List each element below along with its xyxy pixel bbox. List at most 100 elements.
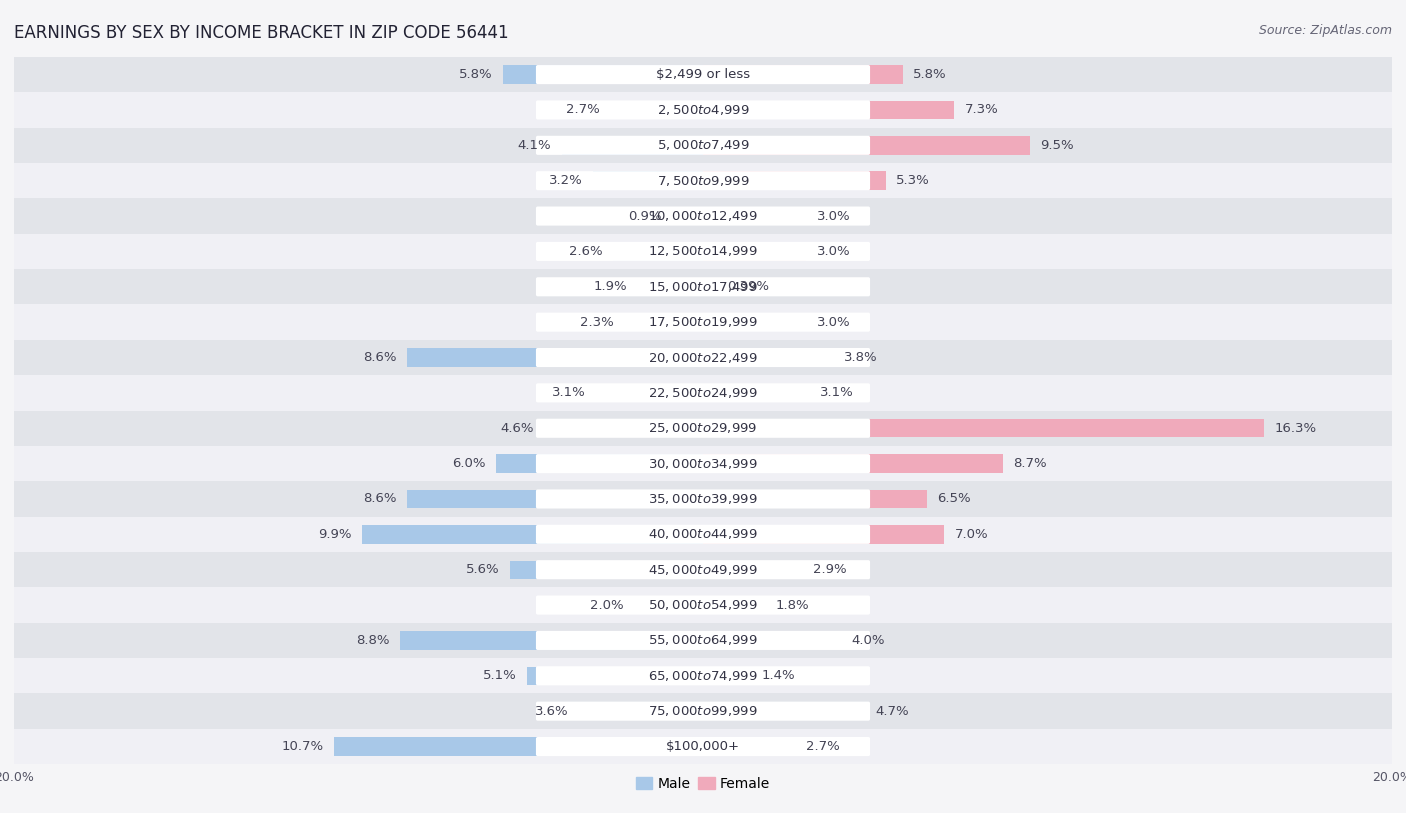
Text: 1.4%: 1.4%: [762, 669, 796, 682]
Text: $12,500 to $14,999: $12,500 to $14,999: [648, 245, 758, 259]
Text: $2,500 to $4,999: $2,500 to $4,999: [657, 103, 749, 117]
Bar: [703, 207, 807, 225]
Legend: Male, Female: Male, Female: [630, 771, 776, 796]
Text: 4.0%: 4.0%: [851, 634, 884, 647]
Bar: [14, 481, 1392, 517]
Text: 0.39%: 0.39%: [727, 280, 769, 293]
Bar: [503, 65, 703, 84]
Bar: [14, 623, 1392, 658]
Text: $22,500 to $24,999: $22,500 to $24,999: [648, 386, 758, 400]
Text: 6.0%: 6.0%: [453, 457, 486, 470]
Bar: [14, 375, 1392, 411]
Text: 3.0%: 3.0%: [817, 315, 851, 328]
Text: Source: ZipAtlas.com: Source: ZipAtlas.com: [1258, 24, 1392, 37]
Text: EARNINGS BY SEX BY INCOME BRACKET IN ZIP CODE 56441: EARNINGS BY SEX BY INCOME BRACKET IN ZIP…: [14, 24, 509, 42]
FancyBboxPatch shape: [536, 207, 870, 225]
Bar: [14, 163, 1392, 198]
Bar: [703, 65, 903, 84]
Bar: [14, 729, 1392, 764]
Text: $65,000 to $74,999: $65,000 to $74,999: [648, 669, 758, 683]
Bar: [672, 207, 703, 225]
Text: 5.8%: 5.8%: [460, 68, 494, 81]
FancyBboxPatch shape: [536, 560, 870, 579]
Text: 0.9%: 0.9%: [628, 210, 662, 223]
Bar: [703, 702, 865, 720]
Bar: [14, 198, 1392, 233]
Bar: [406, 489, 703, 508]
Bar: [703, 277, 717, 296]
FancyBboxPatch shape: [536, 313, 870, 332]
Text: 16.3%: 16.3%: [1275, 422, 1317, 435]
Text: 8.7%: 8.7%: [1012, 457, 1046, 470]
Text: $55,000 to $64,999: $55,000 to $64,999: [648, 633, 758, 647]
Text: $40,000 to $44,999: $40,000 to $44,999: [648, 528, 758, 541]
Bar: [14, 233, 1392, 269]
FancyBboxPatch shape: [536, 667, 870, 685]
FancyBboxPatch shape: [536, 348, 870, 367]
Text: 2.7%: 2.7%: [807, 740, 841, 753]
Bar: [703, 384, 810, 402]
Text: $30,000 to $34,999: $30,000 to $34,999: [648, 457, 758, 471]
Text: 3.6%: 3.6%: [536, 705, 568, 718]
Text: 2.3%: 2.3%: [579, 315, 613, 328]
Text: $17,500 to $19,999: $17,500 to $19,999: [648, 315, 758, 329]
Bar: [610, 101, 703, 120]
FancyBboxPatch shape: [536, 702, 870, 720]
Text: 7.3%: 7.3%: [965, 103, 998, 116]
Bar: [703, 667, 751, 685]
Bar: [510, 560, 703, 579]
Text: 3.0%: 3.0%: [817, 210, 851, 223]
Bar: [14, 552, 1392, 587]
Bar: [544, 419, 703, 437]
Text: $2,499 or less: $2,499 or less: [657, 68, 749, 81]
Bar: [593, 172, 703, 190]
Bar: [579, 702, 703, 720]
Bar: [14, 269, 1392, 304]
Text: 9.5%: 9.5%: [1040, 139, 1074, 152]
Bar: [703, 172, 886, 190]
Text: $25,000 to $29,999: $25,000 to $29,999: [648, 421, 758, 435]
Bar: [703, 525, 945, 544]
Bar: [634, 596, 703, 615]
FancyBboxPatch shape: [536, 242, 870, 261]
Text: $7,500 to $9,999: $7,500 to $9,999: [657, 174, 749, 188]
Text: 5.3%: 5.3%: [896, 174, 929, 187]
Text: 1.8%: 1.8%: [775, 598, 808, 611]
Bar: [399, 631, 703, 650]
Text: 7.0%: 7.0%: [955, 528, 988, 541]
Bar: [14, 693, 1392, 729]
FancyBboxPatch shape: [536, 384, 870, 402]
Text: 4.7%: 4.7%: [875, 705, 908, 718]
Bar: [361, 525, 703, 544]
Bar: [14, 517, 1392, 552]
Bar: [14, 411, 1392, 446]
Text: 8.6%: 8.6%: [363, 493, 396, 506]
Text: 9.9%: 9.9%: [318, 528, 352, 541]
FancyBboxPatch shape: [536, 737, 870, 756]
Bar: [14, 659, 1392, 693]
FancyBboxPatch shape: [536, 277, 870, 296]
Text: $45,000 to $49,999: $45,000 to $49,999: [648, 563, 758, 576]
Text: 4.6%: 4.6%: [501, 422, 534, 435]
Text: 4.1%: 4.1%: [517, 139, 551, 152]
Text: 3.0%: 3.0%: [817, 245, 851, 258]
FancyBboxPatch shape: [536, 65, 870, 84]
FancyBboxPatch shape: [536, 596, 870, 615]
Text: 3.2%: 3.2%: [548, 174, 582, 187]
Bar: [14, 340, 1392, 375]
Bar: [637, 277, 703, 296]
FancyBboxPatch shape: [536, 525, 870, 544]
Bar: [335, 737, 703, 756]
Text: $50,000 to $54,999: $50,000 to $54,999: [648, 598, 758, 612]
FancyBboxPatch shape: [536, 419, 870, 437]
Bar: [703, 560, 803, 579]
Bar: [703, 596, 765, 615]
Text: $100,000+: $100,000+: [666, 740, 740, 753]
Bar: [496, 454, 703, 473]
Bar: [613, 242, 703, 261]
Bar: [562, 136, 703, 154]
Text: 10.7%: 10.7%: [283, 740, 323, 753]
Text: $15,000 to $17,499: $15,000 to $17,499: [648, 280, 758, 293]
Bar: [624, 313, 703, 332]
Text: $5,000 to $7,499: $5,000 to $7,499: [657, 138, 749, 152]
